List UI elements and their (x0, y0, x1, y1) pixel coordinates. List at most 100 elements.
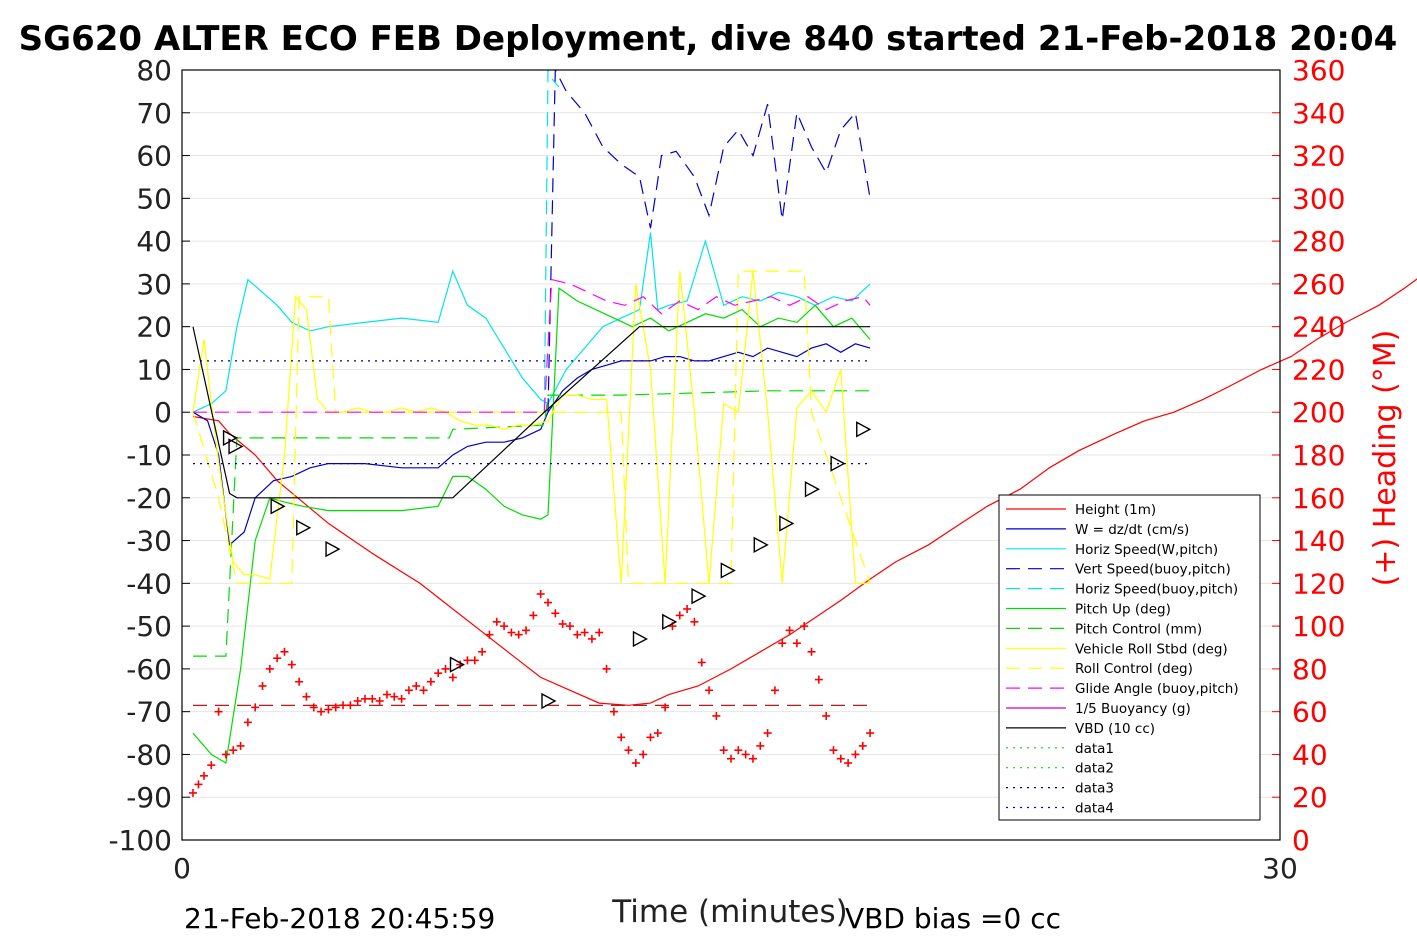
legend: Height (1m) W = dz/dt (cm/s) Horiz Speed(W… (998, 494, 1261, 821)
legend-label: 1/5 Buoyancy (g) (1075, 701, 1191, 717)
heading-point (507, 628, 516, 637)
series-vehicle-roll (192, 271, 871, 584)
chart-title: SG620 ALTER ECO FEB Deployment, dive 840… (19, 19, 1398, 59)
heading-point (324, 705, 333, 714)
legend-label: Pitch Control (mm) (1075, 621, 1202, 637)
heading-point (609, 707, 618, 716)
heading-point (734, 746, 743, 755)
height-marker (830, 455, 846, 472)
y2-tick-label: 160 (1292, 482, 1345, 515)
height-marker (779, 515, 795, 532)
right-y-axis-ticks: 3603403203002802602402202001801601401201… (1272, 54, 1345, 857)
heading-point (188, 788, 197, 797)
heading-point (448, 673, 457, 682)
heading-point (434, 669, 443, 678)
y2-tick-label: 360 (1292, 54, 1345, 87)
legend-label: Horiz Speed(buoy,pitch) (1075, 582, 1238, 598)
heading-point (712, 711, 721, 720)
y2-tick-label: 260 (1292, 268, 1345, 301)
heading-point (426, 677, 435, 686)
heading-point (382, 690, 391, 699)
heading-point (485, 630, 494, 639)
right-axis-label: (+) Heading (°M) (1368, 330, 1403, 587)
y2-tick-label: 200 (1292, 396, 1345, 429)
heading-point (492, 617, 501, 626)
heading-point (595, 628, 604, 637)
heading-point (558, 619, 567, 628)
heading-point (478, 647, 487, 656)
height-marker (662, 613, 678, 631)
heading-point (339, 701, 348, 710)
y-tick-label: -80 (126, 738, 172, 771)
heading-point (580, 628, 589, 637)
heading-point (397, 694, 406, 703)
series-glide-angle (193, 278, 871, 413)
height-marker (632, 630, 648, 648)
heading-point (727, 754, 735, 763)
y-tick-label: 0 (154, 396, 172, 429)
height-marker (720, 562, 736, 579)
heading-point (705, 686, 714, 695)
y-tick-label: -20 (126, 482, 172, 515)
heading-point (194, 780, 203, 789)
heading-point (441, 664, 450, 673)
plot-frame (181, 69, 1281, 841)
heading-point (829, 746, 838, 755)
height-marker (541, 692, 557, 710)
heading-point (748, 754, 757, 763)
height-marker (856, 421, 872, 438)
heading-point (551, 609, 560, 618)
heading-point (243, 718, 252, 727)
heading-series (188, 590, 875, 797)
y-tick-label: -30 (126, 525, 172, 558)
heading-point (800, 622, 809, 631)
height-markers (222, 421, 872, 710)
heading-point (741, 750, 750, 759)
height-marker (270, 498, 286, 515)
y-tick-label: 50 (136, 182, 172, 215)
heading-point (631, 759, 640, 767)
heading-point (778, 639, 787, 648)
series-vert-speed-buoy (547, 69, 871, 413)
heading-point (690, 617, 699, 626)
legend-label: data1 (1075, 741, 1114, 757)
height-marker (325, 540, 341, 558)
heading-point (199, 771, 208, 780)
x-axis-ticks: 0 30 (173, 852, 1298, 885)
y-tick-label: 20 (136, 311, 172, 344)
y-tick-label: 80 (136, 54, 172, 87)
heading-point (697, 658, 706, 667)
heading-point (536, 590, 545, 599)
y-axis-ticks: 80 70 60 50 40 30 20 10 0 -10 -20 -30 -40 -50 -60 -70 -8… (108, 54, 190, 857)
heading-point (866, 729, 875, 738)
heading-point (404, 686, 413, 695)
height-marker (228, 438, 244, 455)
heading-point (770, 686, 779, 695)
heading-point (844, 759, 853, 767)
y-tick-label: 70 (136, 97, 172, 130)
legend-label: Vehicle Roll Stbd (deg) (1075, 641, 1228, 657)
y2-tick-label: 40 (1292, 738, 1328, 771)
heading-point (602, 664, 611, 673)
y-tick-label: 30 (136, 268, 172, 301)
heading-point (544, 598, 552, 607)
heading-point (719, 746, 728, 755)
heading-point (858, 741, 867, 750)
heading-point (500, 622, 509, 631)
y-tick-label: 10 (136, 353, 172, 386)
heading-point (317, 707, 326, 716)
heading-point (353, 696, 362, 705)
heading-point (236, 741, 245, 750)
height-marker (691, 587, 707, 605)
series-pitch-up (192, 287, 871, 764)
heading-point (463, 656, 472, 665)
y-tick-label: 60 (136, 140, 172, 173)
heading-point (251, 703, 260, 712)
x-tick-label: 30 (1262, 852, 1298, 885)
heading-point (375, 696, 384, 705)
y2-tick-label: 80 (1292, 653, 1328, 686)
heading-point (653, 729, 662, 738)
height-marker (753, 536, 769, 554)
legend-label: Horiz Speed(W,pitch) (1075, 542, 1218, 558)
